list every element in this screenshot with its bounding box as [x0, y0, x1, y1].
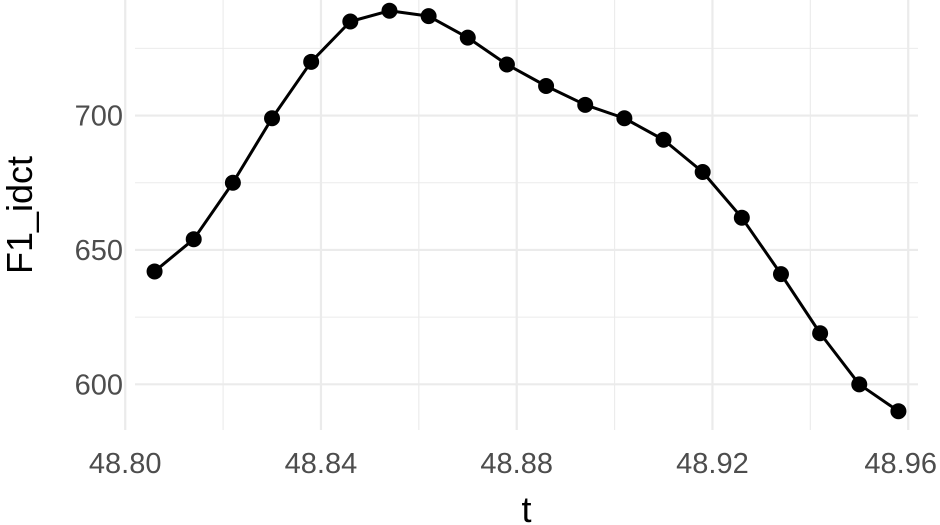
data-point-0 [146, 263, 163, 280]
data-point-1 [185, 231, 202, 248]
x-tick-label-2: 48.88 [480, 448, 553, 480]
data-point-2 [224, 174, 241, 191]
x-tick-label-4: 48.96 [864, 448, 937, 480]
minor-grid-horizontal [135, 47, 918, 318]
x-tick-label-3: 48.92 [676, 448, 749, 480]
data-point-7 [420, 8, 437, 25]
major-grid-horizontal [135, 114, 918, 386]
x-axis-title: t [521, 489, 531, 525]
data-point-5 [342, 13, 359, 30]
data-point-11 [577, 96, 594, 113]
data-point-15 [733, 209, 750, 226]
data-point-10 [538, 78, 555, 94]
series-line-0 [153, 9, 900, 413]
y-axis-title: F1_idct [0, 156, 40, 274]
series-layer [146, 2, 907, 420]
data-point-18 [851, 376, 868, 393]
x-axis-tick-labels: 48.80 48.84 48.88 48.92 48.96 [89, 448, 937, 480]
y-tick-label-0: 600 [75, 369, 123, 401]
x-tick-label-0: 48.80 [89, 448, 162, 480]
y-tick-label-1: 650 [75, 235, 123, 267]
data-point-3 [264, 110, 281, 127]
major-grid-vertical [124, 0, 910, 430]
data-point-13 [655, 131, 672, 148]
data-point-8 [459, 29, 476, 46]
minor-grid-vertical [222, 0, 811, 430]
data-point-4 [303, 53, 320, 70]
data-point-12 [616, 110, 633, 127]
data-point-17 [812, 325, 829, 342]
data-point-9 [498, 56, 515, 73]
data-point-14 [694, 164, 711, 180]
x-tick-label-1: 48.84 [285, 448, 358, 480]
y-tick-label-2: 700 [75, 101, 123, 133]
data-point-16 [772, 266, 789, 283]
data-point-6 [381, 2, 398, 19]
y-axis-tick-labels: 600 650 700 [75, 101, 123, 402]
data-point-19 [890, 403, 907, 420]
